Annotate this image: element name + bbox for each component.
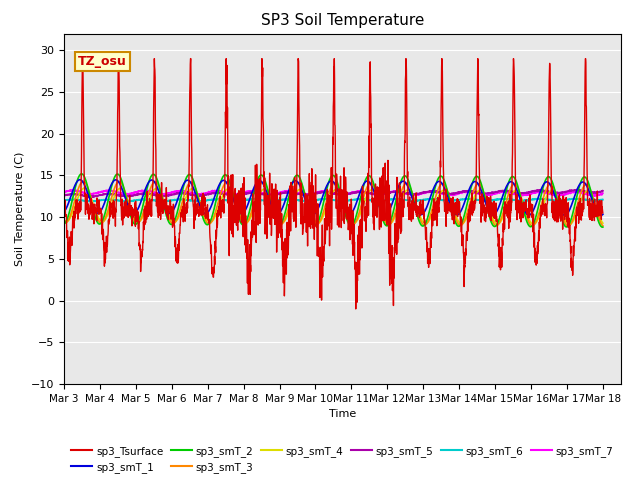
- sp3_smT_3: [60, 219, 68, 225]
- sp3_smT_2: [77, 171, 85, 177]
- Line: sp3_Tsurface: sp3_Tsurface: [64, 59, 603, 309]
- sp3_smT_3: [211, 212, 218, 218]
- sp3_smT_2: [490, 224, 498, 229]
- Line: sp3_smT_2: sp3_smT_2: [64, 174, 603, 227]
- sp3_smT_6: [211, 197, 218, 203]
- sp3_smT_3: [490, 221, 498, 227]
- sp3_smT_6: [490, 197, 498, 203]
- sp3_smT_7: [599, 191, 607, 196]
- sp3_smT_1: [566, 205, 574, 211]
- sp3_smT_5: [84, 194, 92, 200]
- sp3_smT_7: [361, 189, 369, 194]
- sp3_smT_2: [361, 179, 369, 185]
- sp3_smT_6: [571, 196, 579, 202]
- Line: sp3_smT_1: sp3_smT_1: [64, 180, 603, 216]
- sp3_smT_7: [566, 190, 574, 196]
- sp3_Tsurface: [490, 207, 498, 213]
- sp3_smT_1: [599, 212, 607, 217]
- sp3_smT_4: [567, 221, 575, 227]
- sp3_smT_4: [566, 222, 573, 228]
- Y-axis label: Soil Temperature (C): Soil Temperature (C): [15, 152, 26, 266]
- sp3_smT_5: [211, 191, 218, 196]
- sp3_smT_5: [490, 190, 498, 195]
- sp3_smT_2: [598, 224, 606, 230]
- sp3_Tsurface: [552, 195, 559, 201]
- sp3_smT_6: [566, 196, 574, 202]
- sp3_smT_5: [599, 188, 607, 193]
- sp3_Tsurface: [60, 208, 68, 214]
- Line: sp3_smT_6: sp3_smT_6: [64, 199, 603, 202]
- sp3_smT_1: [597, 213, 605, 218]
- sp3_smT_1: [490, 212, 498, 217]
- sp3_Tsurface: [211, 253, 218, 259]
- sp3_Tsurface: [599, 210, 607, 216]
- sp3_smT_3: [349, 222, 357, 228]
- sp3_smT_7: [552, 192, 559, 198]
- sp3_Tsurface: [352, 306, 360, 312]
- sp3_smT_5: [552, 190, 559, 196]
- Title: SP3 Soil Temperature: SP3 Soil Temperature: [260, 13, 424, 28]
- sp3_smT_2: [599, 224, 607, 230]
- sp3_smT_4: [599, 220, 607, 226]
- sp3_smT_2: [211, 204, 218, 210]
- Line: sp3_smT_4: sp3_smT_4: [64, 188, 603, 225]
- sp3_smT_6: [599, 197, 607, 203]
- sp3_smT_7: [211, 188, 218, 194]
- sp3_smT_7: [60, 190, 68, 195]
- sp3_smT_5: [60, 192, 68, 198]
- sp3_smT_4: [349, 220, 357, 226]
- Line: sp3_smT_5: sp3_smT_5: [64, 190, 603, 197]
- sp3_smT_1: [552, 194, 559, 200]
- sp3_smT_4: [60, 217, 68, 223]
- sp3_smT_3: [567, 221, 575, 227]
- sp3_smT_3: [552, 189, 559, 195]
- Line: sp3_smT_7: sp3_smT_7: [64, 190, 603, 196]
- sp3_smT_7: [490, 191, 498, 197]
- sp3_smT_2: [566, 218, 574, 224]
- sp3_smT_4: [361, 198, 369, 204]
- sp3_smT_7: [349, 190, 357, 196]
- sp3_smT_4: [490, 218, 498, 224]
- sp3_smT_2: [552, 190, 559, 196]
- sp3_smT_7: [591, 193, 599, 199]
- sp3_smT_5: [566, 188, 574, 193]
- sp3_smT_5: [573, 187, 580, 192]
- sp3_smT_3: [361, 191, 369, 196]
- sp3_Tsurface: [349, 252, 357, 258]
- sp3_smT_1: [76, 177, 84, 182]
- sp3_smT_4: [211, 215, 218, 220]
- Line: sp3_smT_3: sp3_smT_3: [64, 181, 603, 226]
- sp3_smT_2: [60, 221, 68, 227]
- sp3_smT_2: [349, 221, 357, 227]
- sp3_smT_1: [361, 180, 369, 185]
- Legend: sp3_Tsurface, sp3_smT_1, sp3_smT_2, sp3_smT_3, sp3_smT_4, sp3_smT_5, sp3_smT_6, : sp3_Tsurface, sp3_smT_1, sp3_smT_2, sp3_…: [67, 442, 618, 477]
- sp3_smT_5: [349, 190, 357, 196]
- sp3_smT_3: [599, 223, 607, 228]
- sp3_smT_1: [349, 208, 357, 214]
- sp3_smT_6: [361, 196, 369, 202]
- sp3_smT_4: [81, 185, 88, 191]
- sp3_smT_7: [69, 187, 77, 193]
- sp3_smT_3: [564, 223, 572, 229]
- sp3_smT_6: [552, 198, 559, 204]
- sp3_smT_6: [121, 199, 129, 204]
- sp3_smT_3: [79, 179, 87, 184]
- sp3_smT_1: [211, 194, 218, 200]
- sp3_smT_4: [552, 192, 559, 198]
- sp3_Tsurface: [79, 56, 86, 61]
- sp3_smT_6: [349, 197, 357, 203]
- sp3_smT_6: [60, 197, 68, 203]
- sp3_Tsurface: [567, 250, 575, 256]
- sp3_smT_5: [361, 189, 369, 195]
- Text: TZ_osu: TZ_osu: [78, 55, 127, 68]
- X-axis label: Time: Time: [329, 409, 356, 419]
- sp3_smT_1: [60, 209, 68, 215]
- sp3_Tsurface: [361, 213, 369, 218]
